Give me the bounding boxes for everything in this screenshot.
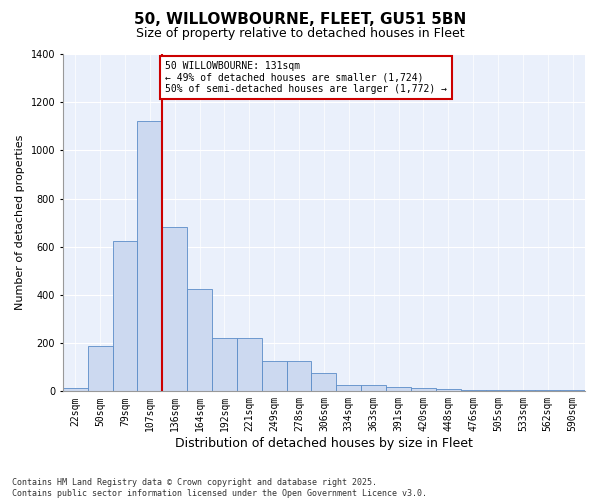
Bar [461, 390, 485, 392]
Bar [337, 386, 361, 392]
Text: Contains HM Land Registry data © Crown copyright and database right 2025.
Contai: Contains HM Land Registry data © Crown c… [12, 478, 427, 498]
Bar [485, 390, 511, 392]
Bar [212, 338, 237, 392]
Bar [262, 361, 287, 392]
Bar [113, 240, 137, 392]
Bar [436, 389, 461, 392]
Bar [411, 388, 436, 392]
Bar [88, 346, 113, 392]
Text: Size of property relative to detached houses in Fleet: Size of property relative to detached ho… [136, 28, 464, 40]
Text: 50, WILLOWBOURNE, FLEET, GU51 5BN: 50, WILLOWBOURNE, FLEET, GU51 5BN [134, 12, 466, 28]
Bar [511, 390, 535, 392]
Text: 50 WILLOWBOURNE: 131sqm
← 49% of detached houses are smaller (1,724)
50% of semi: 50 WILLOWBOURNE: 131sqm ← 49% of detache… [165, 61, 447, 94]
Bar [386, 386, 411, 392]
Bar [560, 390, 585, 392]
Bar [311, 374, 337, 392]
Bar [361, 386, 386, 392]
Bar [63, 388, 88, 392]
Bar [137, 122, 162, 392]
X-axis label: Distribution of detached houses by size in Fleet: Distribution of detached houses by size … [175, 437, 473, 450]
Y-axis label: Number of detached properties: Number of detached properties [15, 135, 25, 310]
Bar [187, 289, 212, 392]
Bar [535, 390, 560, 392]
Bar [287, 361, 311, 392]
Bar [237, 338, 262, 392]
Bar [162, 228, 187, 392]
